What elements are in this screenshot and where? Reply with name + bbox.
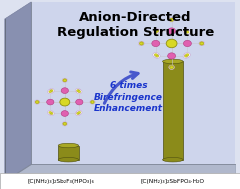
Ellipse shape: [49, 91, 52, 93]
Ellipse shape: [166, 39, 177, 48]
Ellipse shape: [183, 40, 191, 47]
Ellipse shape: [184, 30, 188, 32]
Ellipse shape: [170, 66, 173, 69]
Ellipse shape: [61, 111, 68, 116]
Text: [C(NH₂)₃]₂Sb₂F₃(HPO₃)₆: [C(NH₂)₃]₂Sb₂F₃(HPO₃)₆: [28, 179, 95, 184]
Ellipse shape: [48, 90, 53, 94]
Ellipse shape: [199, 42, 204, 45]
Ellipse shape: [61, 88, 68, 94]
Ellipse shape: [49, 111, 52, 114]
Ellipse shape: [170, 18, 173, 21]
Polygon shape: [5, 2, 31, 181]
Ellipse shape: [50, 112, 53, 115]
Ellipse shape: [63, 123, 66, 125]
Ellipse shape: [200, 42, 204, 45]
Ellipse shape: [156, 55, 159, 57]
Ellipse shape: [153, 30, 159, 34]
Text: 6 times: 6 times: [110, 81, 147, 91]
Ellipse shape: [35, 101, 39, 104]
Ellipse shape: [184, 55, 188, 57]
Ellipse shape: [78, 111, 81, 114]
Ellipse shape: [154, 53, 157, 56]
Ellipse shape: [186, 53, 189, 56]
Ellipse shape: [153, 53, 159, 57]
Ellipse shape: [48, 110, 53, 115]
Ellipse shape: [63, 79, 66, 81]
Ellipse shape: [77, 90, 82, 94]
Ellipse shape: [154, 29, 160, 33]
Ellipse shape: [185, 53, 190, 57]
Ellipse shape: [183, 29, 189, 33]
Ellipse shape: [62, 122, 67, 126]
Ellipse shape: [168, 28, 176, 34]
Ellipse shape: [90, 101, 94, 104]
Ellipse shape: [77, 89, 79, 92]
Ellipse shape: [58, 143, 78, 148]
Polygon shape: [31, 2, 235, 164]
Text: Regulation Structure: Regulation Structure: [57, 26, 214, 39]
Ellipse shape: [169, 17, 174, 22]
Ellipse shape: [49, 112, 54, 115]
Ellipse shape: [36, 101, 39, 103]
Text: [C(NH₂)₃]₂SbFPO₄·H₂O: [C(NH₂)₃]₂SbFPO₄·H₂O: [141, 179, 205, 184]
Ellipse shape: [199, 41, 205, 46]
Ellipse shape: [35, 100, 40, 104]
Polygon shape: [31, 2, 235, 164]
Ellipse shape: [63, 79, 67, 82]
Ellipse shape: [138, 41, 144, 46]
Ellipse shape: [77, 110, 82, 115]
Text: Enhancement: Enhancement: [94, 104, 163, 113]
Ellipse shape: [152, 40, 160, 47]
Ellipse shape: [60, 98, 70, 106]
Bar: [0, 173, 240, 189]
Bar: [163, 61, 183, 160]
Ellipse shape: [49, 88, 54, 93]
Ellipse shape: [169, 65, 174, 70]
Ellipse shape: [183, 54, 189, 58]
Ellipse shape: [62, 78, 67, 82]
Text: Anion-Directed: Anion-Directed: [79, 11, 192, 23]
Text: Birefringence: Birefringence: [94, 93, 163, 102]
Ellipse shape: [163, 59, 183, 64]
Ellipse shape: [186, 31, 189, 33]
Ellipse shape: [76, 99, 83, 105]
Ellipse shape: [169, 18, 174, 22]
Ellipse shape: [90, 100, 95, 104]
Ellipse shape: [75, 112, 81, 115]
Ellipse shape: [77, 112, 79, 115]
Ellipse shape: [50, 89, 53, 92]
Ellipse shape: [63, 122, 67, 125]
Ellipse shape: [154, 54, 160, 58]
Ellipse shape: [163, 157, 183, 162]
Ellipse shape: [168, 53, 176, 59]
Ellipse shape: [185, 30, 190, 34]
Ellipse shape: [75, 88, 81, 93]
Ellipse shape: [140, 42, 143, 45]
Ellipse shape: [154, 31, 157, 33]
Ellipse shape: [91, 101, 94, 103]
Ellipse shape: [139, 42, 144, 45]
Ellipse shape: [58, 157, 78, 162]
Ellipse shape: [169, 65, 174, 69]
Ellipse shape: [47, 99, 54, 105]
Ellipse shape: [156, 30, 159, 32]
Polygon shape: [5, 164, 235, 181]
Bar: [58, 146, 78, 160]
Ellipse shape: [78, 91, 81, 93]
